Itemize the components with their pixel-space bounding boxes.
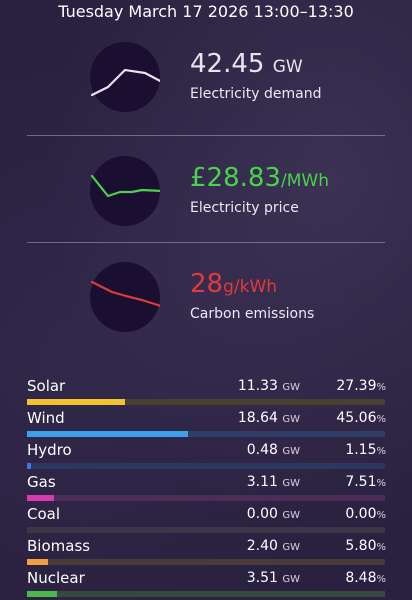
source-pct: 45.06% <box>300 408 386 430</box>
demand-metric: 42.45 GW Electricity demand <box>0 24 412 130</box>
source-name: Coal <box>27 505 61 523</box>
divider <box>27 242 385 243</box>
price-number: £28.83 <box>190 163 281 193</box>
demand-chart-circle <box>90 42 160 112</box>
source-pct: 5.80% <box>300 536 386 558</box>
source-gw: 3.11 GW <box>200 472 300 494</box>
source-pct-value: 5.80 <box>345 538 377 554</box>
source-gw-value: 11.33 <box>237 378 278 394</box>
source-row-gas: Gas 3.11 GW 7.51% <box>0 472 412 504</box>
source-gw-unit: GW <box>282 382 300 393</box>
source-pct-unit: % <box>376 446 386 457</box>
header-title: Tuesday March 17 2026 13:00–13:30 <box>58 2 354 21</box>
demand-sparkline-icon <box>90 68 160 97</box>
source-pct-unit: % <box>376 414 386 425</box>
source-pct: 8.48% <box>300 568 386 590</box>
price-unit: /MWh <box>280 171 329 191</box>
source-bar-fill <box>27 399 125 405</box>
price-sparkline-icon <box>90 174 160 198</box>
price-value: £28.83/MWh <box>190 162 329 197</box>
demand-value: 42.45 GW <box>190 48 303 83</box>
source-bar-track <box>27 431 385 437</box>
source-gw: 18.64 GW <box>200 408 300 430</box>
source-name: Gas <box>27 473 56 491</box>
source-bar-track <box>27 559 385 565</box>
source-gw-value: 0.00 <box>246 506 278 522</box>
source-gw-value: 0.48 <box>246 442 278 458</box>
source-gw-value: 3.51 <box>246 570 278 586</box>
source-pct: 1.15% <box>300 440 386 462</box>
emissions-sparkline-icon <box>90 280 160 307</box>
source-gw-unit: GW <box>282 446 300 457</box>
demand-unit: GW <box>272 57 303 77</box>
source-gw: 3.51 GW <box>200 568 300 590</box>
emissions-label: Carbon emissions <box>190 306 315 322</box>
source-pct: 7.51% <box>300 472 386 494</box>
source-pct-unit: % <box>376 478 386 489</box>
emissions-metric: 28g/kWh Carbon emissions <box>0 244 412 350</box>
source-bar-track <box>27 591 385 597</box>
source-pct: 0.00% <box>300 504 386 526</box>
source-gw-value: 3.11 <box>246 474 278 490</box>
source-pct-value: 8.48 <box>345 570 377 586</box>
source-pct-value: 27.39 <box>336 378 377 394</box>
source-bar-track <box>27 399 385 405</box>
source-bar-fill <box>27 463 31 469</box>
source-pct-unit: % <box>376 542 386 553</box>
source-row-wind: Wind 18.64 GW 45.06% <box>0 408 412 440</box>
source-name: Biomass <box>27 537 91 555</box>
source-gw: 0.48 GW <box>200 440 300 462</box>
source-name: Nuclear <box>27 569 85 587</box>
source-row-nuclear: Nuclear 3.51 GW 8.48% <box>0 568 412 600</box>
source-bar-fill <box>27 591 57 597</box>
divider <box>27 135 385 136</box>
emissions-unit: g/kWh <box>223 277 278 297</box>
source-bar-track <box>27 495 385 501</box>
source-pct-value: 7.51 <box>345 474 377 490</box>
source-bar-track <box>27 463 385 469</box>
source-pct-value: 45.06 <box>336 410 377 426</box>
source-row-biomass: Biomass 2.40 GW 5.80% <box>0 536 412 568</box>
source-pct-unit: % <box>376 510 386 521</box>
source-gw: 0.00 GW <box>200 504 300 526</box>
source-pct-unit: % <box>376 574 386 585</box>
emissions-value: 28g/kWh <box>190 268 277 303</box>
source-row-solar: Solar 11.33 GW 27.39% <box>0 376 412 408</box>
source-bar-fill <box>27 495 54 501</box>
demand-number: 42.45 <box>190 49 265 79</box>
source-gw-unit: GW <box>282 542 300 553</box>
source-pct-unit: % <box>376 382 386 393</box>
source-gw-unit: GW <box>282 510 300 521</box>
source-name: Hydro <box>27 441 72 459</box>
source-pct: 27.39% <box>300 376 386 398</box>
source-gw-unit: GW <box>282 478 300 489</box>
source-gw-unit: GW <box>282 574 300 585</box>
emissions-number: 28 <box>190 269 224 299</box>
source-gw: 11.33 GW <box>200 376 300 398</box>
source-gw-value: 2.40 <box>246 538 278 554</box>
source-gw-value: 18.64 <box>237 410 278 426</box>
source-name: Solar <box>27 377 66 395</box>
source-bar-fill <box>27 559 48 565</box>
price-metric: £28.83/MWh Electricity price <box>0 138 412 244</box>
price-label: Electricity price <box>190 200 299 216</box>
demand-label: Electricity demand <box>190 86 322 102</box>
source-bar-track <box>27 527 385 533</box>
source-gw: 2.40 GW <box>200 536 300 558</box>
emissions-chart-circle <box>90 262 160 332</box>
source-bar-fill <box>27 431 188 437</box>
source-name: Wind <box>27 409 65 427</box>
source-gw-unit: GW <box>282 414 300 425</box>
source-row-coal: Coal 0.00 GW 0.00% <box>0 504 412 536</box>
source-pct-value: 1.15 <box>345 442 377 458</box>
source-pct-value: 0.00 <box>345 506 377 522</box>
source-row-hydro: Hydro 0.48 GW 1.15% <box>0 440 412 472</box>
